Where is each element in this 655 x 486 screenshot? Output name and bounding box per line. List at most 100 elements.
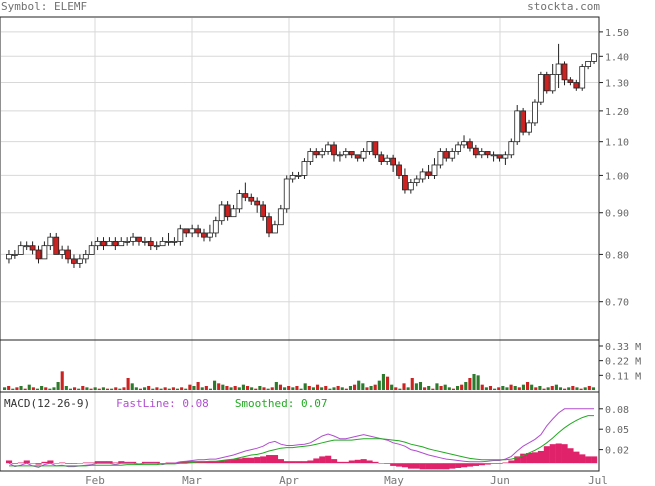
candle [555, 43, 562, 89]
macd-histogram-bar [65, 463, 72, 464]
candle-body [189, 228, 196, 234]
volume-bar [517, 387, 521, 390]
volume-bar [73, 387, 77, 390]
candle-body [94, 240, 101, 247]
candle [295, 171, 302, 179]
macd-histogram-bar [478, 463, 485, 466]
volume-bar [332, 387, 336, 390]
volume-bar [85, 387, 89, 390]
candle [437, 148, 444, 169]
volume-bar [93, 387, 97, 390]
volume-bar [476, 375, 480, 390]
volume-bar [431, 388, 435, 390]
volume-bar [270, 387, 274, 390]
macd-histogram-bar [82, 462, 89, 464]
candle-body [366, 141, 373, 152]
volume-bar [3, 387, 7, 390]
macd-tick-label: 0.02 [605, 446, 629, 457]
volume-tick-label: 0.11 M [605, 371, 641, 382]
candle [283, 175, 290, 213]
macd-histogram-bar [266, 455, 273, 464]
volume-bar [192, 386, 196, 390]
candle-body [171, 240, 178, 243]
candle [348, 151, 355, 159]
price-frame [0, 16, 600, 341]
macd-histogram-bar [591, 456, 598, 464]
volume-bar [299, 388, 303, 390]
candle-body [254, 200, 261, 206]
candle-body [248, 196, 255, 202]
volume-bar [233, 386, 237, 390]
candle [136, 236, 142, 246]
candle-body [478, 151, 485, 156]
candle [76, 254, 83, 268]
macd-histogram-bar [461, 463, 468, 468]
candle [272, 220, 278, 234]
candle [254, 197, 261, 213]
macd-histogram-bar [59, 462, 66, 464]
candle [449, 148, 456, 162]
macd-histogram-bar [230, 459, 237, 464]
macd-histogram-bar [531, 452, 539, 464]
volume-bar [274, 382, 278, 390]
macd-fastline-label: FastLine: 0.08 [116, 397, 209, 410]
candle [591, 53, 597, 64]
site-label[interactable]: stockta.com [527, 0, 600, 13]
candle-body [585, 61, 592, 67]
candle-body [53, 236, 60, 255]
macd-histogram-bar [313, 458, 320, 464]
candle-body [153, 245, 160, 248]
volume-bar [213, 380, 217, 390]
macd-histogram-bar [242, 457, 249, 464]
macd-histogram-bar [53, 463, 60, 464]
macd-histogram-bar [23, 460, 30, 464]
macd-histogram-bar [94, 461, 101, 464]
macd-histogram-bar [390, 463, 397, 466]
candle [573, 79, 580, 91]
candle-body [331, 144, 337, 156]
candle-body [390, 157, 397, 166]
candle-body [206, 232, 213, 238]
month-label: May [384, 474, 404, 486]
candle-body [472, 147, 479, 156]
macd-frame [0, 391, 600, 472]
candle-body [484, 151, 491, 156]
volume-bar [295, 386, 299, 390]
volume-tick-label: 0.33 M [605, 342, 641, 353]
volume-bar [546, 387, 550, 390]
candle-body [532, 101, 538, 124]
volume-bar [225, 386, 229, 390]
candle-body [65, 249, 71, 260]
macd-title: MACD(12-26-9) [4, 397, 90, 410]
volume-bar [427, 386, 431, 390]
candle-body [82, 254, 89, 260]
volume-bar [217, 383, 221, 390]
price-tick-label: 0.90 [605, 209, 629, 220]
macd-histogram-bar [537, 450, 545, 464]
candle [71, 254, 77, 268]
candle-body [543, 74, 550, 92]
price-tick-label: 1.00 [605, 171, 629, 182]
candle [53, 232, 60, 255]
macd-histogram-bar [401, 463, 409, 468]
candle-body [230, 208, 237, 218]
macd-fastline [8, 408, 594, 468]
macd-histogram-bar [29, 463, 36, 464]
candle [124, 237, 131, 246]
candle-body [413, 178, 420, 183]
macd-histogram-bar [260, 456, 267, 464]
macd-histogram-bar [331, 459, 338, 464]
volume-bar [398, 388, 402, 390]
macd-histogram-bar [431, 463, 438, 470]
candle-body [272, 224, 278, 234]
volume-bar [7, 386, 11, 390]
volume-bar [237, 387, 241, 390]
macd-histogram-bar [413, 463, 420, 469]
candle-body [443, 151, 450, 159]
candle [425, 164, 432, 179]
macd-histogram-bar [124, 461, 131, 464]
volume-bar [394, 387, 398, 390]
macd-histogram-bar [549, 444, 556, 464]
macd-tick-label: 0.08 [605, 405, 629, 416]
candle [218, 201, 225, 225]
